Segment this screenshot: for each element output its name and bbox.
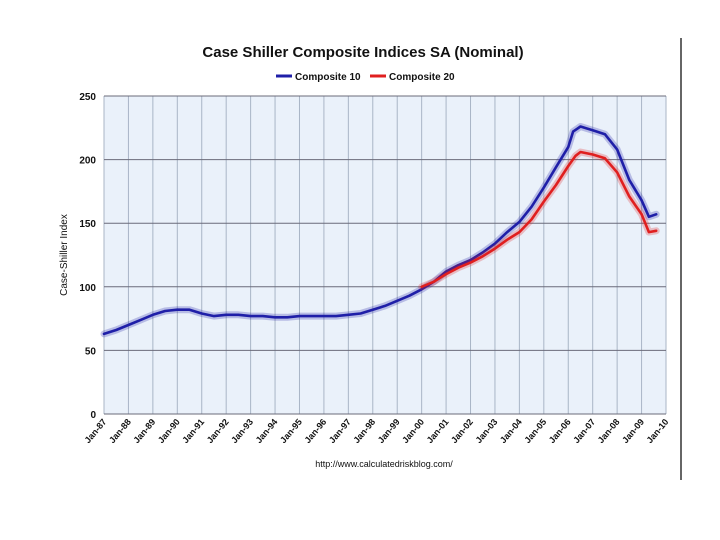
y-tick-label: 200 xyxy=(79,156,96,167)
x-tick-label: Jan-09 xyxy=(620,417,646,445)
x-tick-label: Jan-02 xyxy=(449,417,475,445)
x-tick-label: Jan-03 xyxy=(473,417,499,445)
y-axis-label: Case-Shiller Index xyxy=(59,214,70,296)
x-tick-label: Jan-97 xyxy=(327,417,353,445)
x-tick-label: Jan-06 xyxy=(547,417,573,445)
y-axis-ticks: 0 50 100 150 200 250 xyxy=(79,92,96,421)
y-tick-label: 150 xyxy=(79,219,96,230)
x-tick-label: Jan-94 xyxy=(254,417,280,445)
horizontal-gridlines xyxy=(104,95,666,415)
y-tick-label: 100 xyxy=(79,283,96,294)
chart-title: Case Shiller Composite Indices SA (Nomin… xyxy=(202,44,523,61)
y-tick-label: 50 xyxy=(85,346,97,357)
x-tick-label: Jan-87 xyxy=(83,417,109,445)
series-line-composite-10 xyxy=(102,125,658,336)
y-tick-label: 0 xyxy=(90,410,96,421)
series-line-composite-20 xyxy=(420,150,658,289)
x-tick-label: Jan-98 xyxy=(351,417,377,445)
x-tick-label: Jan-96 xyxy=(302,417,328,445)
x-tick-label: Jan-93 xyxy=(229,417,255,445)
x-tick-label: Jan-08 xyxy=(596,417,622,445)
source-url: http://www.calculatedriskblog.com/ xyxy=(315,459,453,469)
x-tick-label: Jan-92 xyxy=(205,417,231,445)
x-tick-label: Jan-04 xyxy=(498,417,524,445)
x-tick-label: Jan-05 xyxy=(522,417,548,445)
x-axis-ticks: Jan-87Jan-88Jan-89Jan-90Jan-91Jan-92Jan-… xyxy=(83,417,671,445)
x-tick-label: Jan-89 xyxy=(131,417,157,445)
x-tick-label: Jan-91 xyxy=(180,417,206,445)
y-tick-label: 250 xyxy=(79,92,96,103)
vertical-gridlines xyxy=(103,96,667,414)
legend: Composite 10 Composite 20 xyxy=(276,72,455,83)
x-tick-label: Jan-90 xyxy=(156,417,182,445)
x-tick-label: Jan-88 xyxy=(107,417,133,445)
x-tick-label: Jan-01 xyxy=(425,417,451,445)
series-lines xyxy=(100,123,660,338)
legend-label-composite-10: Composite 10 xyxy=(295,72,361,83)
x-tick-label: Jan-00 xyxy=(400,417,426,445)
x-tick-label: Jan-10 xyxy=(645,417,671,445)
legend-label-composite-20: Composite 20 xyxy=(389,72,455,83)
plot-area xyxy=(104,96,666,414)
x-tick-label: Jan-99 xyxy=(376,417,402,445)
x-tick-label: Jan-07 xyxy=(571,417,597,445)
x-tick-label: Jan-95 xyxy=(278,417,304,445)
